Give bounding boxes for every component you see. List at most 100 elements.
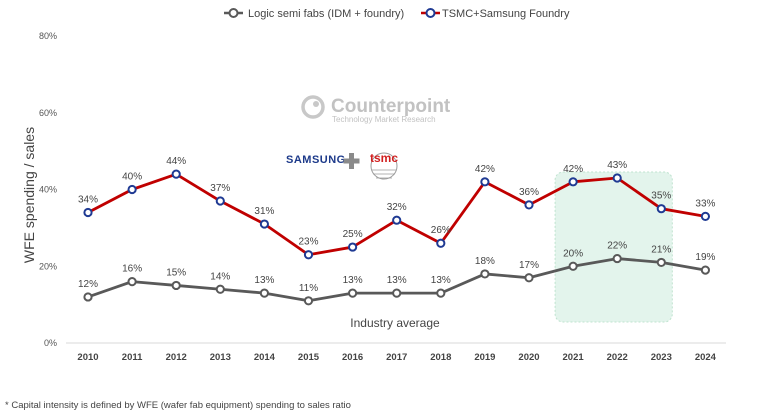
x-tick-label: 2012 xyxy=(166,352,187,363)
data-point[interactable] xyxy=(524,200,534,210)
data-point[interactable] xyxy=(303,296,314,306)
counterpoint-logo-dot xyxy=(313,101,319,107)
series-layer: 12% 16% 15% 14% 13% 11% 13% 13% 13% 18% 17% 20% 22% 2… xyxy=(78,156,716,306)
plus-icon xyxy=(343,153,360,169)
footnote: * Capital intensity is defined by WFE (w… xyxy=(5,400,351,411)
data-point[interactable] xyxy=(215,196,225,206)
data-point[interactable] xyxy=(127,277,137,287)
data-label: 23% xyxy=(298,237,318,248)
data-label: 13% xyxy=(254,275,274,286)
data-label: 19% xyxy=(695,252,715,263)
data-label: 12% xyxy=(78,279,98,290)
data-label: 43% xyxy=(607,160,627,171)
data-label: 13% xyxy=(431,275,451,286)
data-point[interactable] xyxy=(303,250,314,260)
data-label: 42% xyxy=(563,164,583,175)
data-point[interactable] xyxy=(215,284,225,294)
x-tick-label: 2017 xyxy=(386,352,407,363)
samsung-logo: SAMSUNG xyxy=(286,154,346,166)
data-point[interactable] xyxy=(568,261,578,271)
x-tick-label: 2014 xyxy=(254,352,276,363)
data-point[interactable] xyxy=(436,288,446,298)
data-point[interactable] xyxy=(656,257,666,268)
data-label: 25% xyxy=(343,229,363,240)
data-label: 13% xyxy=(387,275,407,286)
data-point[interactable] xyxy=(348,288,358,298)
data-label: 18% xyxy=(475,256,495,267)
data-point[interactable] xyxy=(171,169,181,179)
x-tick-label: 2010 xyxy=(77,352,98,363)
x-tick-label: 2011 xyxy=(122,352,143,363)
data-point[interactable] xyxy=(524,273,534,283)
data-label: 37% xyxy=(210,183,230,194)
data-label: 16% xyxy=(122,264,142,275)
data-label: 35% xyxy=(651,191,671,202)
tsmc-logo: tsmc xyxy=(370,151,398,180)
x-tick-label: 2023 xyxy=(651,352,672,363)
data-label: 11% xyxy=(299,283,318,294)
samsung-tsmc-logos: SAMSUNG tsmc xyxy=(286,151,398,180)
data-point[interactable] xyxy=(700,211,711,221)
y-tick-label: 20% xyxy=(39,261,57,271)
data-point[interactable] xyxy=(700,265,711,275)
data-point[interactable] xyxy=(612,173,622,183)
data-label: 36% xyxy=(519,187,539,198)
data-label: 20% xyxy=(563,248,583,259)
data-label: 34% xyxy=(78,195,98,206)
data-point[interactable] xyxy=(259,288,269,298)
data-point[interactable] xyxy=(480,269,490,279)
data-point[interactable] xyxy=(171,280,181,291)
x-axis-ticks: 2010 2011 2012 2013 2014 2015 2016 2017 2018 2019… xyxy=(77,352,716,363)
data-point[interactable] xyxy=(392,288,402,298)
x-tick-label: 2013 xyxy=(210,352,231,363)
counterpoint-logo-icon xyxy=(301,95,325,119)
x-tick-label: 2022 xyxy=(607,352,628,363)
y-tick-label: 80% xyxy=(39,31,57,41)
y-tick-label: 0% xyxy=(44,338,57,348)
y-tick-label: 60% xyxy=(39,108,57,118)
data-point[interactable] xyxy=(392,215,402,225)
data-label: 40% xyxy=(122,172,142,183)
tsmc-logo-text: tsmc xyxy=(370,151,398,165)
data-label: 21% xyxy=(651,244,671,255)
legend: Logic semi fabs (IDM + foundry) TSMC+Sam… xyxy=(224,8,570,20)
data-label: 42% xyxy=(475,164,495,175)
x-tick-label: 2018 xyxy=(430,352,451,363)
data-label: 44% xyxy=(166,156,186,167)
legend-label-tsmc: TSMC+Samsung Foundry xyxy=(442,8,570,20)
data-label: 17% xyxy=(519,260,539,271)
data-point[interactable] xyxy=(480,177,490,187)
y-tick-label: 40% xyxy=(39,185,57,195)
data-label: 26% xyxy=(431,225,451,236)
legend-item-logic[interactable]: Logic semi fabs (IDM + foundry) xyxy=(224,8,404,20)
data-point[interactable] xyxy=(568,177,578,187)
x-tick-label: 2015 xyxy=(298,352,320,363)
x-tick-label: 2019 xyxy=(474,352,495,363)
legend-item-tsmc-samsung[interactable]: TSMC+Samsung Foundry xyxy=(421,8,570,20)
x-tick-label: 2016 xyxy=(342,352,363,363)
data-point[interactable] xyxy=(436,238,446,248)
data-label: 31% xyxy=(254,206,274,217)
counterpoint-logo: Counterpoint Technology Market Research xyxy=(301,95,451,124)
y-axis-label: WFE spending / sales xyxy=(21,127,37,263)
data-point[interactable] xyxy=(83,207,93,218)
counterpoint-brand-tagline: Technology Market Research xyxy=(332,115,436,124)
x-tick-label: 2024 xyxy=(695,352,717,363)
y-axis-ticks: 0% 20% 40% 60% 80% xyxy=(39,31,57,348)
counterpoint-brand-name: Counterpoint xyxy=(331,96,451,117)
data-point[interactable] xyxy=(83,292,93,302)
data-label: 22% xyxy=(607,241,627,252)
legend-label-logic: Logic semi fabs (IDM + foundry) xyxy=(248,8,404,20)
x-tick-label: 2021 xyxy=(563,352,585,363)
data-point[interactable] xyxy=(656,204,666,214)
data-label: 13% xyxy=(343,275,363,286)
data-point[interactable] xyxy=(127,184,137,195)
data-point[interactable] xyxy=(259,219,269,229)
data-point[interactable] xyxy=(348,242,358,252)
data-label: 33% xyxy=(695,198,715,209)
series-logic-semi-fabs: 12% 16% 15% 14% 13% 11% 13% 13% 13% 18% 17% 20% 22% 2… xyxy=(78,241,716,306)
x-tick-label: 2020 xyxy=(518,352,539,363)
data-point[interactable] xyxy=(612,253,622,264)
data-label: 14% xyxy=(210,271,230,282)
